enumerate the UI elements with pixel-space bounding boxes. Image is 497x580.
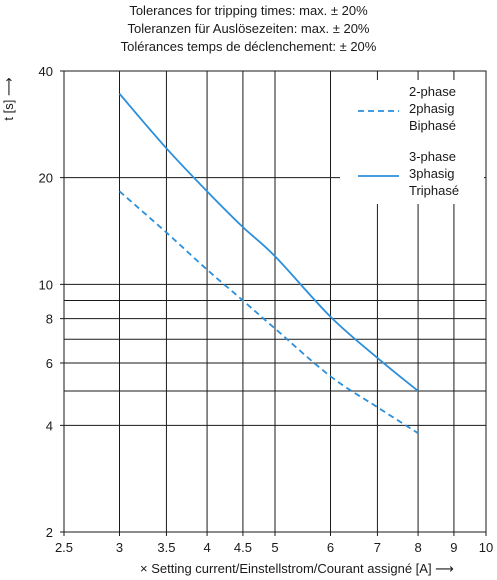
x-tick-label: 9 xyxy=(450,540,457,555)
x-axis-label: × Setting current/Einstellstrom/Courant … xyxy=(140,561,454,576)
legend-label: 2-phase xyxy=(409,84,456,99)
series-line-2-phase xyxy=(118,190,419,434)
x-tick-label: 4.5 xyxy=(234,540,252,555)
x-tick-label: 3 xyxy=(116,540,123,555)
tolerance-notes: Tolerances for tripping times: max. ± 20… xyxy=(0,2,497,56)
x-tick-label: 3.5 xyxy=(157,540,175,555)
y-tick-label: 6 xyxy=(46,356,53,371)
x-tick-label: 5 xyxy=(271,540,278,555)
legend-label: 3phasig xyxy=(409,166,455,181)
tolerance-note-en: Tolerances for tripping times: max. ± 20… xyxy=(129,3,368,18)
legend-label: 3-phase xyxy=(409,149,456,164)
y-axis-label: t [s] ⟶ xyxy=(1,77,16,121)
legend-label: 2phasig xyxy=(409,101,455,116)
x-tick-label: 6 xyxy=(327,540,334,555)
y-tick-label: 4 xyxy=(46,418,53,433)
legend-label: Biphasé xyxy=(409,118,456,133)
x-tick-label: 7 xyxy=(374,540,381,555)
legend-label: Triphasé xyxy=(409,183,459,198)
y-tick-label: 2 xyxy=(46,525,53,540)
y-tick-label: 40 xyxy=(39,64,53,79)
x-tick-label: 2.5 xyxy=(55,540,73,555)
y-tick-label: 10 xyxy=(39,277,53,292)
x-tick-label: 8 xyxy=(414,540,421,555)
x-tick-label: 4 xyxy=(203,540,210,555)
tolerance-note-de: Toleranzen für Auslösezeiten: max. ± 20% xyxy=(127,21,370,36)
y-tick-label: 8 xyxy=(46,312,53,327)
x-tick-label: 10 xyxy=(479,540,493,555)
tolerance-note-fr: Tolérances temps de déclenchement: ± 20% xyxy=(120,39,377,54)
legend-background xyxy=(340,80,484,204)
y-tick-label: 20 xyxy=(39,171,53,186)
series-line-3-phase xyxy=(118,93,419,392)
